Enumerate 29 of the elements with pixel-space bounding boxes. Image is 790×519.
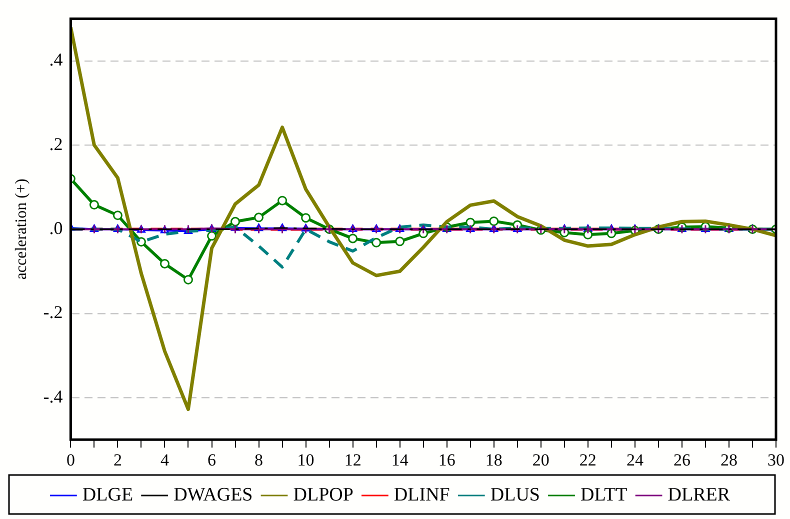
y-tick-label: .4 xyxy=(49,50,63,70)
legend-label: DWAGES xyxy=(174,484,253,506)
y-axis-title: acceleration (+) xyxy=(12,178,30,280)
x-tick-label: 30 xyxy=(768,450,784,470)
x-tick-label: 10 xyxy=(297,450,314,470)
legend-label: DLPOP xyxy=(293,484,354,506)
x-tick-label: 18 xyxy=(485,450,502,470)
x-tick-label: 14 xyxy=(391,450,409,470)
x-tick-label: 16 xyxy=(438,450,456,470)
legend-label: DLGE xyxy=(82,484,134,506)
x-tick-label: 2 xyxy=(113,450,122,470)
x-tick-label: 8 xyxy=(254,450,264,470)
x-tick-label: 26 xyxy=(673,450,690,470)
x-tick-label: 24 xyxy=(626,450,644,470)
legend-label: DLRER xyxy=(668,484,730,506)
y-tick-label: -.2 xyxy=(43,302,63,322)
x-tick-label: 6 xyxy=(208,450,216,470)
x-tick-label: 20 xyxy=(532,450,550,470)
x-tick-label: 22 xyxy=(579,450,596,470)
x-tick-label: 0 xyxy=(66,450,75,470)
x-tick-label: 12 xyxy=(344,450,362,470)
legend-label: DLTT xyxy=(580,484,628,506)
x-tick-label: 4 xyxy=(160,450,170,470)
y-tick-label: .2 xyxy=(49,134,63,154)
x-tick-label: 28 xyxy=(720,450,738,470)
y-tick-label: .0 xyxy=(49,218,63,238)
legend-label: DLINF xyxy=(394,484,450,506)
legend-label: DLUS xyxy=(490,484,540,506)
y-tick-label: -.4 xyxy=(43,386,63,406)
